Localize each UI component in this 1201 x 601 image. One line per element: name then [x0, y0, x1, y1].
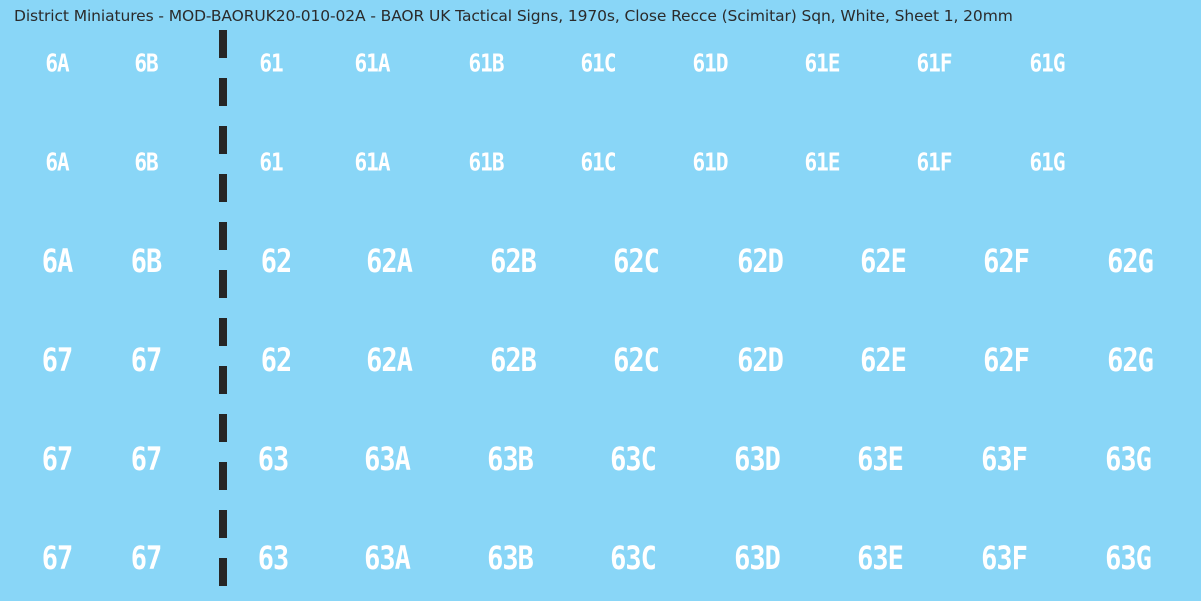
divider-dash [219, 414, 227, 442]
decal-label-61e: 61E [804, 147, 841, 177]
divider-dash [219, 366, 227, 394]
decal-label-62c: 62C [613, 342, 660, 380]
divider-dash [219, 78, 227, 106]
decal-label-6b: 6B [130, 243, 163, 281]
decal-label-61c: 61C [580, 48, 617, 78]
decal-label-61: 61 [259, 48, 283, 78]
divider-dash [219, 270, 227, 298]
divider-dash [219, 510, 227, 538]
decal-label-61b: 61B [468, 48, 505, 78]
decal-label-61b: 61B [468, 147, 505, 177]
decal-label-62f: 62F [983, 342, 1030, 380]
decal-label-63e: 63E [857, 441, 904, 479]
decal-label-62a: 62A [366, 342, 413, 380]
decal-label-67: 67 [41, 540, 74, 578]
decal-label-62e: 62E [860, 243, 907, 281]
decal-label-63: 63 [257, 540, 290, 578]
decal-label-62: 62 [260, 243, 293, 281]
decal-label-62a: 62A [366, 243, 413, 281]
decal-label-62d: 62D [737, 243, 784, 281]
decal-label-61a: 61A [354, 48, 391, 78]
decal-label-61d: 61D [692, 147, 729, 177]
decal-label-63d: 63D [734, 441, 781, 479]
decal-label-61: 61 [259, 147, 283, 177]
decal-label-63e: 63E [857, 540, 904, 578]
divider-dash [219, 126, 227, 154]
decal-label-62: 62 [260, 342, 293, 380]
dashed-divider-line [219, 30, 227, 601]
decal-label-63b: 63B [487, 441, 534, 479]
divider-dash [219, 558, 227, 586]
decal-label-61f: 61F [916, 147, 953, 177]
divider-dash [219, 462, 227, 490]
decal-label-63f: 63F [981, 441, 1028, 479]
decal-label-61e: 61E [804, 48, 841, 78]
decal-label-62g: 62G [1107, 243, 1154, 281]
decal-label-63b: 63B [487, 540, 534, 578]
decal-label-61g: 61G [1029, 48, 1066, 78]
decal-label-6a: 6A [45, 48, 69, 78]
decal-label-63f: 63F [981, 540, 1028, 578]
decal-label-63a: 63A [364, 441, 411, 479]
decal-label-62e: 62E [860, 342, 907, 380]
decal-label-6a: 6A [41, 243, 74, 281]
decal-label-63g: 63G [1105, 441, 1152, 479]
decal-label-61c: 61C [580, 147, 617, 177]
decal-label-61d: 61D [692, 48, 729, 78]
divider-dash [219, 30, 227, 58]
decal-label-62f: 62F [983, 243, 1030, 281]
decal-label-62b: 62B [490, 243, 537, 281]
decal-label-62g: 62G [1107, 342, 1154, 380]
decal-label-62b: 62B [490, 342, 537, 380]
decal-label-67: 67 [130, 441, 163, 479]
decal-label-61g: 61G [1029, 147, 1066, 177]
decal-label-63c: 63C [610, 441, 657, 479]
decal-label-63a: 63A [364, 540, 411, 578]
decal-label-6b: 6B [134, 147, 158, 177]
decal-label-67: 67 [130, 342, 163, 380]
decal-label-6a: 6A [45, 147, 69, 177]
decal-label-62d: 62D [737, 342, 784, 380]
decal-label-61f: 61F [916, 48, 953, 78]
decal-label-67: 67 [41, 342, 74, 380]
divider-dash [219, 222, 227, 250]
page-title: District Miniatures - MOD-BAORUK20-010-0… [14, 7, 1013, 25]
decal-label-67: 67 [130, 540, 163, 578]
decal-label-6b: 6B [134, 48, 158, 78]
decal-label-63d: 63D [734, 540, 781, 578]
decal-label-63: 63 [257, 441, 290, 479]
decal-label-67: 67 [41, 441, 74, 479]
divider-dash [219, 318, 227, 346]
decal-label-62c: 62C [613, 243, 660, 281]
divider-dash [219, 174, 227, 202]
decal-label-63c: 63C [610, 540, 657, 578]
decal-label-63g: 63G [1105, 540, 1152, 578]
decal-label-61a: 61A [354, 147, 391, 177]
